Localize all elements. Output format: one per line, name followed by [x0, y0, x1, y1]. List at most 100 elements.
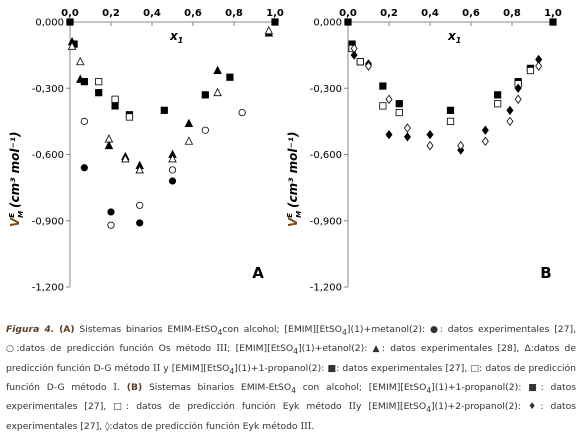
y-tick-label: -0,300 [310, 84, 342, 95]
chart-a: 0,0 0,2 0,4 0,6 0,8 1,0 0,000 -0,300 -0,600 -0,90… [8, 8, 284, 294]
caption-a-0: Sistemas binarios EMIM-EtSO [74, 324, 218, 335]
x-tick-label: 0,2 [380, 8, 398, 19]
data-point-square-open [494, 100, 502, 108]
data-point-circle-filled [107, 208, 115, 216]
data-point-square-filled [446, 106, 455, 114]
x-tick-label: 0,0 [61, 8, 79, 19]
data-point-diamond-open [506, 116, 514, 127]
figure-caption: Figura 4. (A) Sistemas binarios EMIM-EtS… [6, 322, 576, 435]
data-point-triangle-open [213, 87, 222, 97]
caption-b-8: ](1)+2-propanol(2): ♦: datos experimenta… [6, 401, 576, 432]
data-point-diamond-open [514, 94, 522, 104]
caption-a-8: ](1)+etanol(2): ▲: datos experimentales … [6, 343, 577, 374]
data-point-triangle-open [264, 25, 274, 35]
data-point-square-open [111, 95, 119, 103]
data-point-circle-open [238, 108, 246, 117]
y-tick-label: -0,900 [32, 216, 64, 227]
data-point-circle-open [201, 126, 209, 134]
x-tick-label: 0,6 [462, 8, 480, 19]
data-point-diamond-open [481, 136, 489, 146]
data-point-diamond-filled [514, 83, 522, 93]
data-point-triangle-filled [104, 140, 114, 150]
caption-b-7: 4 [426, 405, 431, 415]
caption-a-7: 4 [293, 347, 299, 357]
data-point-square-filled [344, 18, 352, 26]
data-point-circle-open [107, 221, 115, 229]
data-point-diamond-filled [426, 129, 434, 140]
x-axis-label: x1 [169, 29, 183, 45]
x-tick-label: 0,0 [339, 8, 357, 19]
caption-b-3: 4 [426, 385, 432, 395]
x-tick-label: 0,4 [421, 8, 439, 19]
data-point-diamond-filled [350, 50, 358, 60]
caption-a-10: y [EMIM][EtSO [160, 362, 230, 374]
panel-label: A [252, 264, 264, 282]
y-tick-label: -0,900 [310, 216, 342, 227]
data-point-triangle-open [168, 154, 177, 163]
data-point-diamond-open [535, 61, 543, 71]
caption-b-1: 4 [291, 385, 296, 395]
data-point-square-open [125, 113, 134, 121]
panel-label: B [540, 264, 551, 282]
data-point-square-open [379, 102, 387, 110]
data-point-circle-open [136, 201, 144, 209]
data-point-circle-open [80, 117, 88, 125]
caption-a-6: ; [EMIM][EtSO [227, 343, 294, 355]
caption-b-5: II [348, 401, 356, 413]
data-point-diamond-open [364, 61, 373, 71]
caption-a-2: con alcohol; [EMIM][EtSO [222, 324, 343, 335]
caption-a-9: II [152, 362, 161, 374]
part-b-label: (B) [126, 381, 143, 393]
figure-charts: 0,0 0,2 0,4 0,6 0,8 1,0 0,000 -0,300 -0,600 -0,90… [8, 8, 562, 294]
data-point-diamond-filled [506, 105, 514, 116]
caption-a-4: ](1)+metanol(2): ●: datos experimentales… [6, 324, 576, 355]
caption-b-4: ](1)+1-propanol(2): ■: datos experimenta… [6, 381, 576, 413]
data-point-circle-filled [168, 177, 177, 185]
data-point-triangle-open [75, 56, 85, 66]
data-point-triangle-open [184, 136, 194, 145]
caption-a-5: III [216, 343, 228, 355]
data-point-triangle-open [104, 134, 114, 143]
data-point-square-filled [111, 102, 119, 110]
caption-a-1: 4 [217, 327, 223, 337]
data-point-diamond-open [403, 123, 411, 133]
caption-b-2: con alcohol; [EMIM][EtSO [295, 381, 427, 393]
y-tick-label: -1,200 [310, 283, 342, 294]
y-axis-label: VEM(cm³ mol⁻¹) [8, 131, 25, 227]
data-point-diamond-filled [385, 129, 393, 140]
data-point-triangle-filled [184, 118, 194, 127]
data-point-circle-filled [136, 219, 144, 227]
data-point-circle-open [168, 166, 177, 174]
x-tick-label: 0,8 [503, 8, 521, 19]
data-point-square-filled [494, 91, 502, 99]
data-point-square-open [356, 58, 364, 66]
data-point-square-filled [395, 100, 403, 108]
y-tick-label: -0,600 [32, 150, 64, 161]
data-point-diamond-open [426, 141, 434, 151]
y-tick-label: 0,000 [35, 18, 64, 29]
caption-a-3: 4 [342, 327, 347, 337]
data-point-triangle-open [121, 154, 130, 163]
data-point-square-filled [379, 82, 387, 90]
data-point-square-open [395, 108, 403, 117]
data-point-triangle-filled [75, 74, 85, 83]
data-point-triangle-filled [213, 65, 222, 74]
part-a-label: (A) [59, 324, 75, 335]
data-point-square-filled [201, 91, 209, 99]
figure-label: Figura 4. [6, 324, 55, 335]
x-tick-label: 0,6 [184, 8, 202, 19]
caption-a-11: 4 [229, 366, 235, 376]
caption-b-0: Sistemas binarios EMIM-EtSO [142, 381, 292, 393]
data-point-square-filled [226, 73, 234, 81]
data-point-square-filled [549, 18, 557, 26]
y-tick-label: 0,000 [313, 18, 342, 29]
data-point-diamond-filled [481, 125, 489, 135]
data-point-triangle-open [67, 41, 77, 50]
data-point-diamond-filled [403, 132, 411, 142]
caption-a-14: . [117, 381, 127, 393]
data-point-diamond-open [385, 94, 393, 104]
y-tick-label: -0,300 [32, 84, 64, 95]
x-tick-label: 0,2 [102, 8, 120, 19]
data-point-diamond-open [457, 141, 465, 151]
data-point-diamond-open [350, 43, 358, 54]
